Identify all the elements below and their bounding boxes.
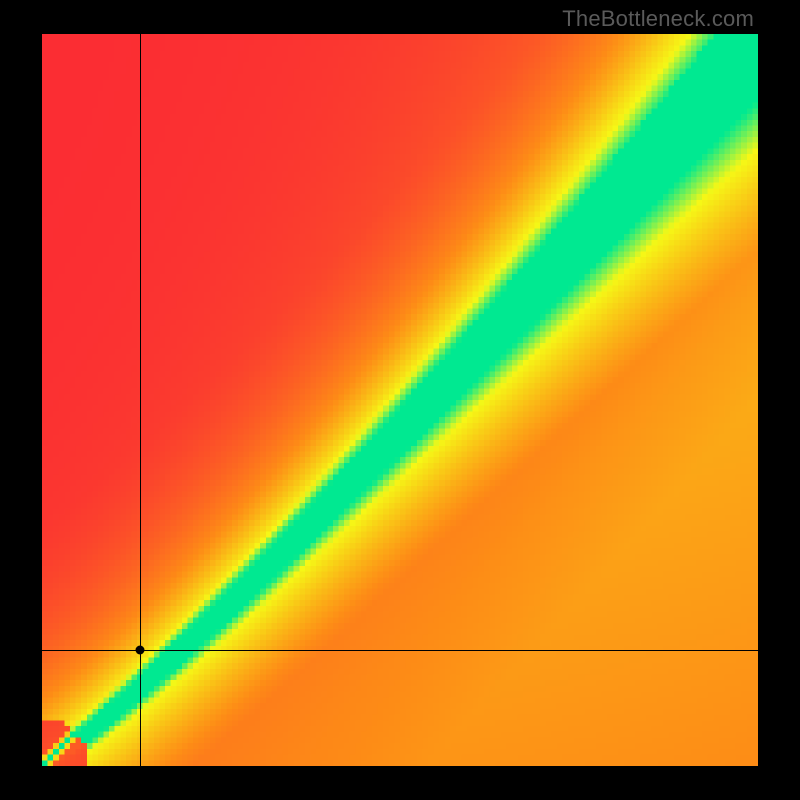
crosshair-horizontal (42, 650, 758, 651)
crosshair-point (136, 646, 145, 655)
crosshair-vertical (140, 34, 141, 766)
watermark-text: TheBottleneck.com (562, 6, 754, 32)
heatmap-plot (42, 34, 758, 766)
heatmap-canvas (42, 34, 758, 766)
